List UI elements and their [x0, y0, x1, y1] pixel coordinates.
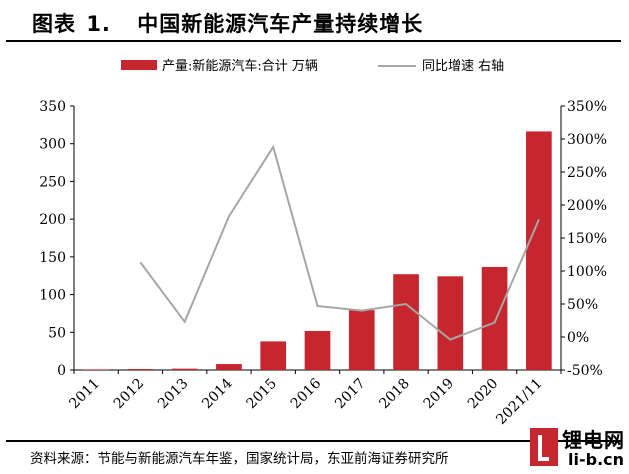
x-tick-label: 2015 — [244, 376, 281, 413]
chart-title: 图表 1. 中国新能源汽车产量持续增长 — [32, 8, 423, 38]
left-tick-label: 150 — [39, 250, 66, 266]
title-prefix: 图表 — [32, 12, 76, 36]
right-tick-label: 250% — [567, 165, 607, 181]
left-tick-label: 0 — [57, 363, 66, 379]
left-tick-label: 300 — [39, 137, 66, 153]
watermark-logo: 锂电网 li-b.cn — [530, 420, 629, 474]
production-bar — [216, 364, 242, 370]
legend-bar-swatch — [121, 60, 157, 70]
right-tick-label: 300% — [567, 132, 607, 148]
legend-line-label: 同比增速 右轴 — [422, 59, 504, 74]
x-tick-label: 2019 — [421, 376, 458, 413]
growth-line-group — [139, 144, 540, 341]
title-text: 中国新能源汽车产量持续增长 — [137, 12, 424, 36]
logo-text-cn: 锂电网 — [562, 428, 625, 452]
production-bar — [171, 368, 198, 370]
production-bar — [127, 369, 154, 370]
production-bar — [348, 310, 375, 370]
source-divider — [6, 440, 621, 442]
production-bar — [526, 131, 552, 370]
x-tick-label: 2016 — [288, 375, 325, 412]
source-note: 资料来源：节能与新能源汽车年鉴，国家统计局，东亚前海证券研究所 — [30, 451, 449, 467]
title-number: 1. — [86, 12, 111, 36]
right-tick-label: 200% — [567, 198, 607, 214]
axes: 0 50 100 150 200 250 300 350 -50% 0% 50% 100% 150% 20… — [39, 99, 607, 428]
left-tick-label: 350 — [39, 99, 66, 115]
right-tick-label: 0% — [567, 330, 589, 346]
production-bar — [481, 266, 508, 370]
logo-text-en: li-b.cn — [568, 450, 625, 469]
right-tick-label: 100% — [567, 264, 607, 280]
production-bar — [393, 274, 419, 370]
right-tick-label: 150% — [567, 231, 607, 247]
right-tick-label: -50% — [567, 363, 603, 379]
production-bar — [260, 341, 287, 370]
x-tick-label: 2012 — [111, 376, 148, 413]
x-tick-label: 2018 — [376, 376, 413, 413]
bars — [83, 131, 552, 370]
x-tick-label: 2020 — [465, 376, 502, 413]
x-tick-label: 2014 — [199, 375, 236, 412]
right-tick-label: 350% — [567, 99, 607, 115]
x-tick-label: 2011 — [66, 376, 103, 413]
growth-rate-line — [139, 144, 540, 341]
right-tick-label: 50% — [567, 297, 598, 313]
left-tick-label: 50 — [48, 325, 66, 341]
left-tick-label: 100 — [39, 288, 66, 304]
left-tick-label: 200 — [39, 212, 66, 228]
legend-bar-label: 产量:新能源汽车:合计 万辆 — [162, 58, 318, 74]
logo-mark-icon — [530, 428, 558, 466]
x-tick-label: 2017 — [332, 376, 369, 413]
production-bar — [437, 276, 464, 370]
left-tick-label: 250 — [39, 174, 66, 190]
chart: 产量:新能源汽车:合计 万辆 同比增速 右轴 0 50 100 150 200 250 30… — [39, 58, 607, 428]
production-bar — [304, 331, 331, 370]
legend: 产量:新能源汽车:合计 万辆 同比增速 右轴 — [121, 58, 504, 74]
title-bar: 图表 1. 中国新能源汽车产量持续增长 — [6, 6, 621, 42]
production-bar — [83, 369, 109, 370]
x-tick-label: 2013 — [155, 376, 192, 413]
